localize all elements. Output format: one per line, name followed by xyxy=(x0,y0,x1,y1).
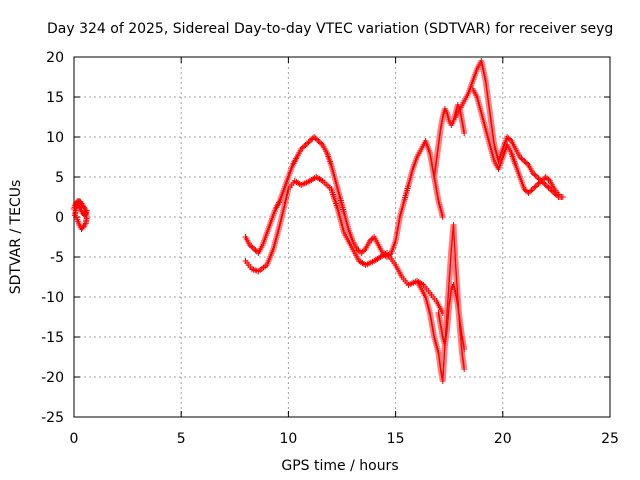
data-point-a xyxy=(76,204,83,211)
data-point-g xyxy=(545,184,552,191)
data-point-b xyxy=(369,235,376,242)
data-point-g xyxy=(534,174,541,180)
data-point-b xyxy=(246,242,253,248)
axis-ticks xyxy=(73,56,611,418)
data-point-b xyxy=(368,236,375,243)
data-point-b xyxy=(355,247,362,254)
data-point-b xyxy=(299,144,306,151)
data-point-a xyxy=(83,207,90,214)
data-point-b xyxy=(366,238,373,244)
data-point-b xyxy=(308,136,315,143)
data-point-b xyxy=(358,250,365,256)
y-tick-label: 0 xyxy=(55,210,64,226)
x-tick-label: 15 xyxy=(387,431,405,447)
data-point-g xyxy=(548,187,555,194)
y-tick-label: 15 xyxy=(46,90,64,106)
data-point-g xyxy=(522,159,529,166)
data-point-g xyxy=(524,160,531,167)
data-point-b xyxy=(312,135,319,142)
data-point-b xyxy=(251,246,258,252)
data-point-f xyxy=(461,130,468,136)
data-point-g xyxy=(535,175,542,182)
x-axis-label: GPS time / hours xyxy=(281,458,398,474)
data-point-g xyxy=(542,182,549,188)
data-point-b xyxy=(311,134,318,140)
data-point-g xyxy=(504,134,511,140)
grid-lines xyxy=(74,57,610,417)
data-point-h xyxy=(538,178,545,184)
data-point-g xyxy=(559,194,566,200)
data-point-g xyxy=(506,136,513,143)
data-point-g xyxy=(516,154,523,160)
data-point-h xyxy=(526,188,533,195)
data-point-a xyxy=(75,202,82,208)
data-point-g xyxy=(544,183,551,190)
y-tick-labels: -25 -20 -15 -10 -5 0 5 10 15 20 xyxy=(41,50,64,426)
y-tick-label: -20 xyxy=(41,370,64,386)
chart-title: Day 324 of 2025, Sidereal Day-to-day VTE… xyxy=(47,21,613,37)
x-tick-labels: 0 5 10 15 20 25 xyxy=(70,431,619,447)
data-point-h xyxy=(525,190,532,196)
x-tick-label: 20 xyxy=(494,431,512,447)
data-point-h xyxy=(522,187,529,194)
data-point-b xyxy=(252,247,259,254)
data-point-h xyxy=(532,183,539,190)
data-point-b xyxy=(249,244,256,251)
data-points xyxy=(71,58,566,384)
data-point-h xyxy=(542,174,549,180)
data-point-b xyxy=(253,248,260,255)
data-point-h xyxy=(535,180,542,187)
data-point-e xyxy=(461,346,468,352)
data-point-h xyxy=(544,175,551,182)
data-point-h xyxy=(555,191,562,198)
data-point-g xyxy=(521,158,528,164)
data-point-a xyxy=(76,203,83,210)
y-axis-label: SDTVAR / TECUs xyxy=(8,180,24,295)
x-tick-label: 10 xyxy=(279,431,297,447)
y-tick-label: -15 xyxy=(41,330,64,346)
y-tick-label: 20 xyxy=(46,50,64,66)
y-tick-label: 10 xyxy=(46,130,64,146)
data-point-h xyxy=(539,176,546,183)
y-tick-label: 5 xyxy=(55,170,64,186)
data-point-b xyxy=(359,248,366,255)
data-point-h xyxy=(534,182,541,188)
data-point-h xyxy=(529,186,536,192)
plot-frame xyxy=(73,56,611,418)
data-point-g xyxy=(541,180,548,187)
y-tick-label: -10 xyxy=(41,290,64,306)
data-point-g xyxy=(505,135,512,142)
data-point-b xyxy=(298,146,305,152)
data-point-g xyxy=(519,156,526,163)
data-point-b xyxy=(439,214,446,220)
data-point-b xyxy=(306,138,313,144)
data-point-b xyxy=(313,136,320,143)
data-point-b xyxy=(302,142,309,148)
data-point-b xyxy=(305,139,312,146)
data-point-b xyxy=(303,140,310,147)
y-tick-label: -5 xyxy=(50,250,64,266)
data-point-g xyxy=(531,171,538,178)
data-point-h xyxy=(521,186,528,192)
data-point-b xyxy=(361,247,368,254)
data-point-b xyxy=(318,140,325,147)
x-tick-label: 0 xyxy=(70,431,79,447)
data-point-d xyxy=(461,366,468,372)
data-point-h xyxy=(531,184,538,191)
x-tick-label: 5 xyxy=(177,431,186,447)
data-point-h xyxy=(528,187,535,194)
x-tick-label: 25 xyxy=(601,431,619,447)
data-point-g xyxy=(518,155,525,162)
data-point-b xyxy=(301,143,308,150)
data-point-h xyxy=(536,179,543,186)
data-point-b xyxy=(315,138,322,144)
data-point-b xyxy=(316,139,323,146)
data-point-g xyxy=(529,170,536,176)
data-point-b xyxy=(248,243,255,250)
y-tick-label: -25 xyxy=(41,410,64,426)
data-point-g xyxy=(532,172,539,179)
data-point-h xyxy=(545,176,552,183)
